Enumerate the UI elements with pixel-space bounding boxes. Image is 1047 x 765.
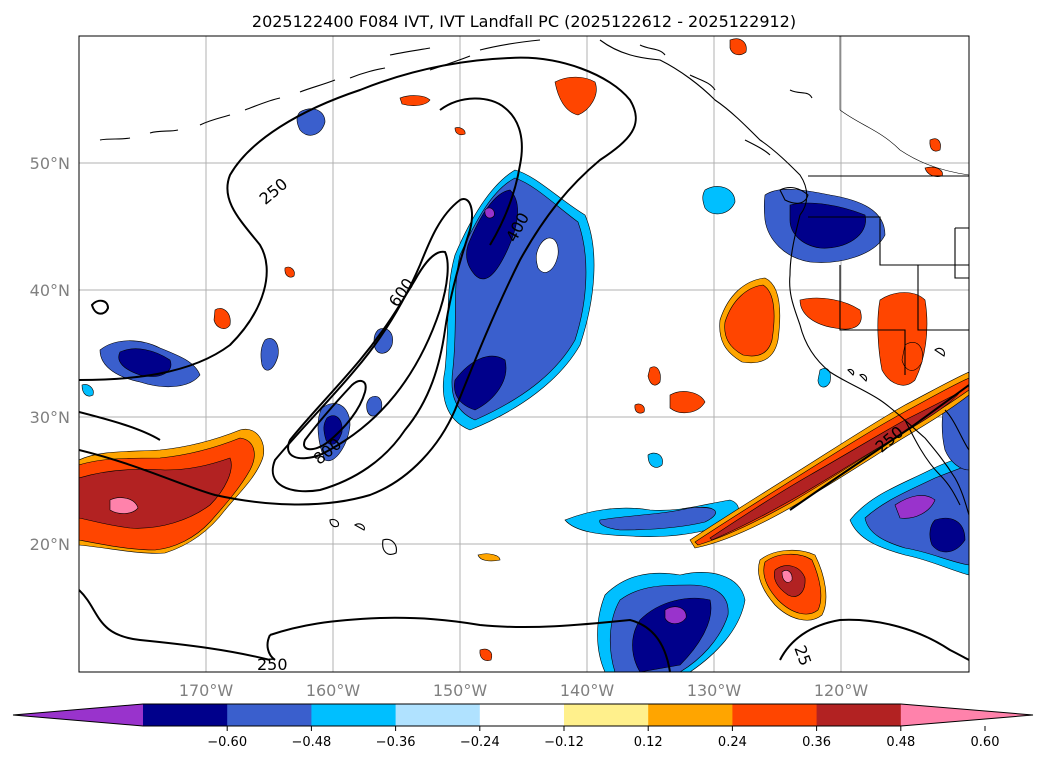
colorbar-segment: [143, 704, 228, 726]
colorbar: −0.60 −0.48 −0.36 −0.24 −0.12 0.12 0.24 0.36 0.4…: [12, 703, 1034, 750]
colorbar-tick-label: −0.36: [376, 735, 416, 750]
colorbar-segment: [479, 704, 565, 726]
ivt-contours: [79, 56, 969, 672]
colorbar-tick-label: −0.48: [291, 735, 331, 750]
colorbar-tick-label: −0.24: [460, 735, 500, 750]
colorbar-tick-label: 0.60: [971, 735, 1000, 750]
coastlines: [99, 36, 969, 555]
colorbar-segment: [564, 704, 649, 726]
lat-label-20n: 20°N: [30, 535, 70, 554]
colorbar-segment: [227, 704, 312, 726]
lat-label-30n: 30°N: [30, 408, 70, 427]
colorbar-outline: [12, 703, 1034, 727]
colorbar-tick-label: −0.60: [207, 735, 247, 750]
colorbar-segment: [816, 704, 902, 726]
lon-label-140w: 140°W: [560, 681, 615, 700]
contour-label-250-bottom: 250: [257, 655, 288, 674]
colorbar-segment: [732, 704, 818, 726]
colorbar-segment: [648, 704, 733, 726]
colorbar-extend-low: [13, 704, 143, 726]
anomaly-central-band-core: [466, 189, 518, 280]
map-frame: [78, 35, 970, 673]
lon-label-160w: 160°W: [306, 681, 361, 700]
map-panel: 250 400 600 800 250 250 25: [79, 36, 969, 674]
lon-label-120w: 120°W: [814, 681, 869, 700]
colorbar-tick-label: −0.12: [544, 735, 584, 750]
positive-ivt-anomalies: [79, 38, 969, 661]
colorbar-tick-label: 0.24: [718, 735, 747, 750]
negative-ivt-anomalies: [81, 108, 969, 672]
colorbar-extend-high: [900, 704, 1033, 726]
lon-label-170w: 170°W: [179, 681, 234, 700]
figure-title: 2025122400 F084 IVT, IVT Landfall PC (20…: [252, 12, 796, 31]
colorbar-segment: [311, 704, 397, 726]
latitude-labels: 50°N 40°N 30°N 20°N: [30, 154, 70, 554]
lon-label-130w: 130°W: [687, 681, 742, 700]
colorbar-tick-label: 0.12: [634, 735, 663, 750]
lon-label-150w: 150°W: [433, 681, 488, 700]
colorbar-tick-label: 0.36: [802, 735, 831, 750]
colorbar-segment: [395, 704, 481, 726]
longitude-labels: 170°W 160°W 150°W 140°W 130°W 120°W: [179, 681, 869, 700]
lat-label-50n: 50°N: [30, 154, 70, 173]
lat-label-40n: 40°N: [30, 281, 70, 300]
colorbar-tick-label: 0.48: [886, 735, 915, 750]
